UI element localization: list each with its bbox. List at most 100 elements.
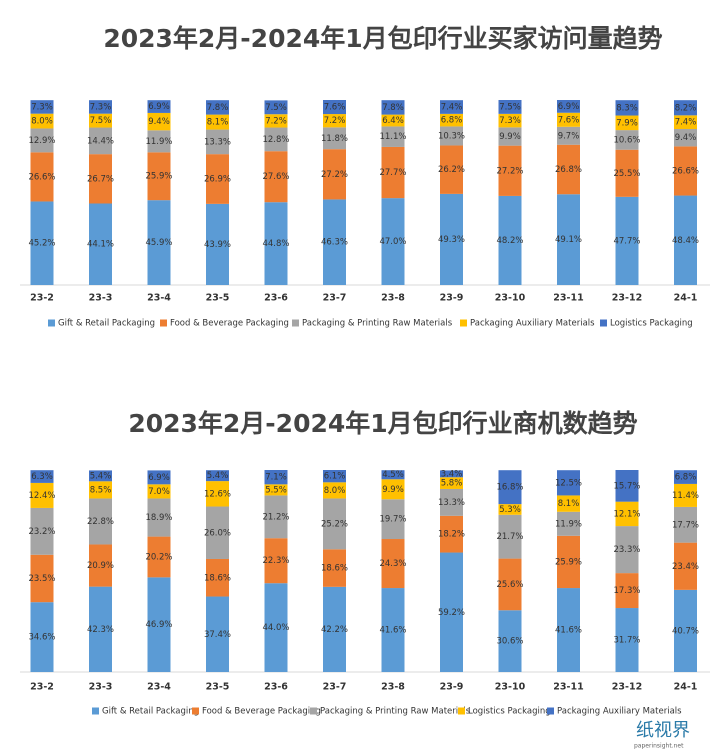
- bar-segment: [30, 128, 54, 153]
- bar-segment: [147, 470, 171, 485]
- bar-segment: [206, 470, 229, 482]
- x-tick-label: 23-3: [89, 682, 113, 693]
- data-label: 22.3%: [262, 556, 289, 566]
- bar-segment: [323, 549, 346, 587]
- bar-segment: [89, 203, 112, 285]
- data-label: 6.9%: [148, 102, 170, 112]
- bar-segment: [674, 100, 697, 116]
- bar-segment: [557, 112, 580, 127]
- bar-segment: [615, 130, 639, 150]
- data-label: 30.6%: [496, 637, 523, 647]
- data-label: 10.3%: [438, 131, 465, 141]
- x-tick-label: 23-5: [206, 682, 230, 693]
- bar-segment: [206, 154, 229, 204]
- bar-segment: [30, 507, 54, 555]
- bar-segment: [89, 100, 112, 114]
- data-label: 6.8%: [675, 473, 697, 483]
- bar-segment: [206, 558, 229, 597]
- bar-segment: [615, 573, 639, 609]
- bar-segment: [440, 100, 463, 114]
- data-label: 7.8%: [207, 103, 229, 113]
- data-label: 8.5%: [90, 485, 112, 495]
- data-label: 23.2%: [28, 527, 55, 537]
- data-label: 7.6%: [324, 103, 346, 113]
- bar-segment: [674, 195, 697, 285]
- data-label: 6.3%: [31, 472, 53, 482]
- data-label: 7.8%: [382, 103, 404, 113]
- data-label: 5.5%: [265, 485, 287, 495]
- data-label: 13.3%: [204, 137, 231, 147]
- data-label: 26.0%: [204, 528, 231, 538]
- data-label: 8.0%: [324, 486, 346, 496]
- data-label: 26.8%: [555, 165, 582, 175]
- bar-segment: [30, 201, 54, 285]
- bar-segment: [498, 113, 522, 128]
- bar-segment: [557, 126, 580, 145]
- x-tick-label: 23-4: [147, 682, 171, 693]
- data-label: 18.2%: [438, 530, 465, 540]
- bar-segment: [440, 193, 463, 285]
- data-label: 11.4%: [672, 491, 699, 501]
- legend-swatch: [458, 707, 465, 715]
- bar-segment: [323, 482, 346, 499]
- bar-segment: [498, 610, 522, 672]
- bar-segment: [674, 483, 697, 507]
- x-tick-label: 23-3: [89, 293, 113, 304]
- bar-segment: [147, 484, 171, 499]
- bar-segment: [264, 470, 288, 485]
- data-label: 9.4%: [148, 117, 170, 127]
- data-label: 42.2%: [321, 625, 348, 635]
- data-label: 24.3%: [379, 559, 406, 569]
- data-label: 44.1%: [87, 240, 114, 250]
- bar-segment: [557, 495, 580, 512]
- watermark-url: paperinsight.net: [634, 743, 684, 750]
- x-tick-label: 23-6: [264, 682, 288, 693]
- data-label: 26.2%: [438, 165, 465, 175]
- bar-segment: [498, 100, 522, 114]
- data-label: 25.2%: [321, 519, 348, 529]
- bar-segment: [440, 552, 463, 672]
- data-label: 11.1%: [379, 132, 406, 142]
- bar-segment: [674, 115, 697, 130]
- bar-segment: [557, 144, 580, 195]
- bar-segment: [30, 113, 54, 129]
- legend-swatch: [310, 707, 317, 715]
- bar-segment: [381, 479, 405, 500]
- data-label: 14.4%: [87, 136, 114, 146]
- bar-segment: [498, 514, 522, 559]
- bar-segment: [147, 112, 171, 131]
- data-label: 5.3%: [499, 505, 521, 515]
- data-label: 37.4%: [204, 630, 231, 640]
- bar-segment: [323, 470, 346, 483]
- data-label: 44.8%: [262, 239, 289, 249]
- x-tick-label: 23-4: [147, 293, 171, 304]
- data-label: 25.9%: [555, 557, 582, 567]
- data-label: 11.8%: [321, 134, 348, 144]
- bar-segment: [89, 127, 112, 155]
- data-label: 7.2%: [265, 116, 287, 126]
- legend-swatch: [92, 707, 99, 715]
- legend-label: Food & Beverage Packaging: [202, 707, 321, 717]
- bar-segment: [557, 100, 580, 113]
- bar-segment: [674, 129, 697, 147]
- bar-segment: [264, 100, 288, 115]
- x-tick-label: 23-9: [440, 293, 464, 304]
- legend-label: Logistics Packaging: [468, 707, 551, 717]
- bar-segment: [381, 470, 405, 480]
- data-label: 41.6%: [555, 626, 582, 636]
- bar-segment: [206, 481, 229, 507]
- data-label: 43.9%: [204, 240, 231, 250]
- data-label: 12.8%: [262, 135, 289, 145]
- bar-segment: [557, 535, 580, 589]
- data-label: 11.9%: [145, 137, 172, 147]
- data-label: 12.5%: [555, 478, 582, 488]
- data-label: 27.2%: [321, 170, 348, 180]
- data-label: 9.4%: [675, 133, 697, 143]
- data-label: 18.6%: [321, 564, 348, 574]
- data-label: 42.3%: [87, 625, 114, 635]
- bar-segment: [615, 526, 639, 574]
- data-label: 26.7%: [87, 174, 114, 184]
- data-label: 31.7%: [613, 636, 640, 646]
- data-label: 48.4%: [672, 236, 699, 246]
